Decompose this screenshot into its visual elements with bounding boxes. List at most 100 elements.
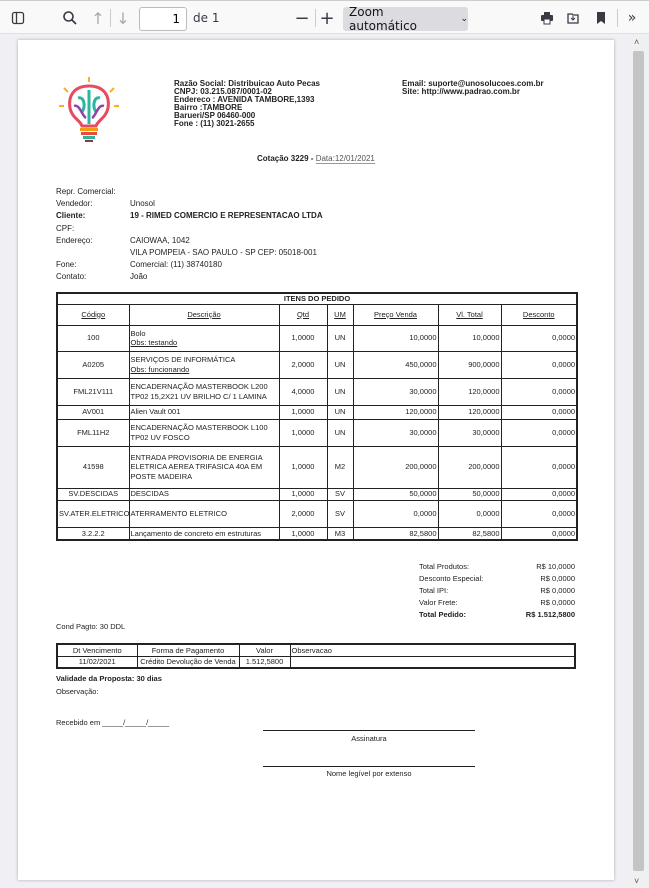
pdf-page: Razão Social: Distribuicao Auto Pecas CN…: [18, 40, 614, 880]
scroll-down-icon[interactable]: ˅: [634, 876, 640, 886]
table-row: 3.2.2.2 Lançamento de concreto em estrutu…: [56, 526, 578, 541]
scroll-up-icon[interactable]: ˄: [634, 37, 640, 47]
total-row: Desconto Especial: R$ 0,0000: [419, 574, 575, 583]
client-label: Fone:: [56, 260, 77, 270]
column-header: Vl. Total: [437, 303, 502, 326]
item-description-text: ENCADERNAÇÃO MASTERBOOK L100 TP02 UV FOS…: [130, 423, 268, 442]
company-contact: Email: suporte@unosolucoes.com.br Site: …: [402, 80, 544, 96]
client-value: Unosol: [130, 199, 155, 209]
item-code: 41598: [56, 445, 130, 489]
client-value: João: [130, 272, 148, 282]
item-qty: 2,0000: [278, 499, 328, 528]
arrow-down-icon[interactable]: ↓: [116, 8, 130, 28]
payment-header: Forma de Pagamento: [136, 643, 240, 657]
payment-header: Dt Vencimento: [56, 643, 138, 657]
total-value: R$ 10,0000: [536, 562, 575, 571]
column-header: Preço Venda: [352, 303, 439, 326]
item-discount: 0,0000: [500, 526, 578, 541]
scrollbar-thumb[interactable]: [633, 51, 644, 871]
items-table: ITENS DO PEDIDO Código Descrição Qtd UM Preç…: [56, 292, 579, 541]
item-description: ENTRADA PROVISORIA DE ENERGIA ELETRICA A…: [128, 445, 280, 489]
column-header: Desconto: [500, 303, 578, 326]
item-description-text: ENCADERNAÇÃO MASTERBOOK L200 TP02 15,2X2…: [130, 382, 268, 401]
client-label: Vendedor:: [56, 199, 93, 209]
company-info: Razão Social: Distribuicao Auto Pecas CN…: [174, 80, 320, 128]
total-row: Total Pedido: R$ 1.512,5800: [419, 610, 575, 619]
double-chevron-right-icon[interactable]: »: [627, 10, 637, 26]
item-description: ENCADERNAÇÃO MASTERBOOK L200 TP02 15,2X2…: [128, 377, 280, 406]
bookmark-icon[interactable]: [591, 6, 611, 30]
item-unit: UN: [326, 324, 354, 352]
item-total: 900,0000: [437, 350, 502, 379]
quote-number: Cotação 3229 -: [257, 154, 314, 163]
item-price: 10,0000: [352, 324, 439, 352]
item-description-text: ATERRAMENTO ELETRICO: [130, 508, 227, 518]
total-value: R$ 1.512,5800: [525, 610, 575, 619]
item-price: 0,0000: [352, 499, 439, 528]
item-description: Alien Vault 001: [128, 404, 280, 420]
item-total: 30,0000: [437, 418, 502, 447]
company-logo: [56, 76, 122, 144]
company-city: Barueri/SP 06460-000: [174, 111, 256, 120]
table-row: SV.DESCIDAS DESCIDAS 1,0000 SV 50,0000 50,000…: [56, 487, 578, 501]
zoom-select[interactable]: Zoom automático ⌄: [343, 5, 468, 33]
zoom-out-icon[interactable]: −: [294, 7, 310, 29]
item-total: 50,0000: [437, 487, 502, 501]
item-description-text: Lançamento de concreto em estruturas: [130, 528, 262, 538]
document-viewer: Razão Social: Distribuicao Auto Pecas CN…: [0, 35, 649, 888]
zoom-in-icon[interactable]: +: [319, 7, 335, 29]
save-icon[interactable]: [563, 6, 583, 30]
table-row: 100 Bolo Obs: testando 1,0000 UN 10,0000 10,00…: [56, 324, 578, 352]
item-description-text: DESCIDAS: [130, 489, 169, 499]
total-label: Desconto Especial:: [419, 574, 484, 583]
item-total: 120,0000: [437, 377, 502, 406]
item-unit: UN: [326, 377, 354, 406]
item-description: Lançamento de concreto em estruturas: [128, 526, 280, 541]
item-discount: 0,0000: [500, 324, 578, 352]
chevron-down-icon: ⌄: [460, 14, 468, 24]
client-value: CAIOWAA, 1042: [130, 235, 190, 245]
item-code: 3.2.2.2: [56, 526, 130, 541]
item-code: FML21V111: [56, 377, 130, 406]
item-description-text: SERVIÇOS DE INFORMÁTICA: [130, 355, 236, 364]
client-value: Comercial: (11) 38740180: [130, 260, 222, 270]
item-discount: 0,0000: [500, 499, 578, 528]
payment-cell: 11/02/2021: [56, 655, 138, 669]
client-label: Endereço:: [56, 235, 93, 245]
payment-header: Observacao: [289, 643, 576, 657]
item-price: 200,0000: [352, 445, 439, 489]
item-code: FML11H2: [56, 418, 130, 447]
company-site: Site: http://www.padrao.com.br: [402, 87, 520, 96]
item-discount: 0,0000: [500, 487, 578, 501]
item-unit: M2: [326, 445, 354, 489]
client-label: Repr. Comercial:: [56, 187, 116, 196]
item-discount: 0,0000: [500, 377, 578, 406]
item-unit: UN: [326, 404, 354, 420]
item-code: A0205: [56, 350, 130, 379]
client-label: CPF:: [56, 223, 75, 233]
client-label: Cliente:: [56, 211, 86, 221]
item-discount: 0,0000: [500, 418, 578, 447]
item-qty: 2,0000: [278, 350, 328, 379]
item-obs: Obs: testando: [130, 338, 178, 347]
sidebar-toggle-icon[interactable]: [8, 6, 28, 30]
client-label: Contato:: [56, 272, 87, 282]
table-row: FML11H2 ENCADERNAÇÃO MASTERBOOK L100 TP02…: [56, 418, 578, 447]
item-code: SV.ATER.ELETRICO: [56, 499, 130, 528]
search-icon[interactable]: [60, 6, 80, 30]
print-icon[interactable]: [537, 6, 557, 30]
item-qty: 1,0000: [278, 526, 328, 541]
scrollbar[interactable]: ˄ ˅: [630, 35, 647, 888]
page-number-input[interactable]: [139, 7, 187, 31]
item-qty: 1,0000: [278, 324, 328, 352]
total-row: Total IPI: R$ 0,0000: [419, 586, 575, 595]
item-description: ENCADERNAÇÃO MASTERBOOK L100 TP02 UV FOS…: [128, 418, 280, 447]
table-row: A0205 SERVIÇOS DE INFORMÁTICA Obs: funcion…: [56, 350, 578, 379]
item-discount: 0,0000: [500, 445, 578, 489]
item-description-text: ENTRADA PROVISORIA DE ENERGIA ELETRICA A…: [130, 452, 263, 481]
company-cnpj: CNPJ: 03.215.087/0001-02: [174, 87, 272, 96]
item-qty: 4,0000: [278, 377, 328, 406]
arrow-up-icon[interactable]: ↑: [91, 8, 105, 28]
item-price: 450,0000: [352, 350, 439, 379]
table-row: FML21V111 ENCADERNAÇÃO MASTERBOOK L200 TP…: [56, 377, 578, 406]
